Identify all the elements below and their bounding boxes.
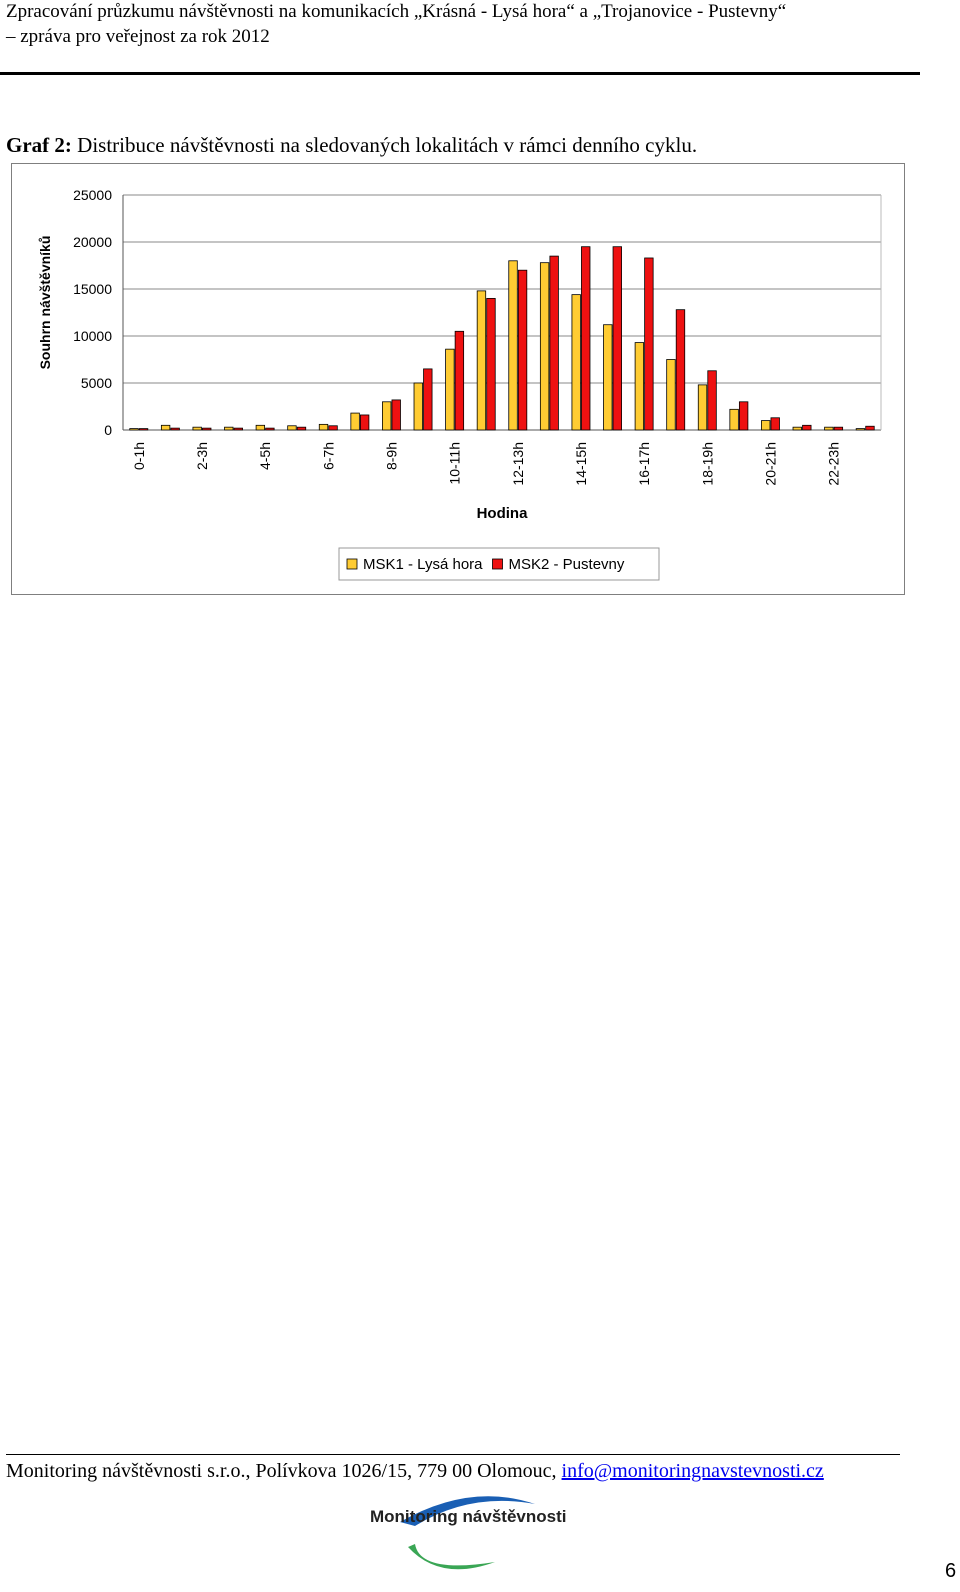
bar-msk1 [445, 348, 455, 431]
y-tick-label: 20000 [73, 234, 112, 250]
bar-msk1 [824, 426, 834, 431]
x-tick-label: 22-23h [826, 442, 842, 486]
x-tick-label: 8-9h [383, 442, 399, 470]
bar-msk1 [476, 290, 487, 431]
bar-msk2 [454, 330, 465, 431]
bar-msk2 [486, 297, 496, 431]
bar-msk2 [802, 424, 812, 431]
bar-msk1 [761, 420, 771, 431]
footer-address-text: Monitoring návštěvnosti s.r.o., Polívkov… [6, 1460, 562, 1482]
x-tick-label: 6-7h [320, 442, 336, 470]
x-tick-label: 0-1h [131, 442, 147, 470]
x-axis-title: Hodina [477, 505, 528, 522]
x-tick-label: 4-5h [257, 442, 273, 470]
bar-msk2 [707, 370, 717, 431]
bar-msk1 [160, 424, 171, 431]
caption-text: Distribuce návštěvnosti na sledovaných l… [71, 133, 698, 157]
logo-blue-swoosh [400, 1496, 535, 1526]
bar-msk2 [138, 428, 149, 431]
bar-msk2 [738, 401, 749, 431]
bar-msk1 [413, 382, 423, 431]
document-header: Zpracování průzkumu návštěvnosti na komu… [6, 0, 916, 50]
x-tick-label: 2-3h [194, 442, 210, 470]
bar-msk1 [382, 401, 392, 431]
bar-chart: 0 5000 10000 15000 20000 25000 0-1h 2-3h 4-5h 6-7… [37, 187, 882, 581]
x-tick-label: 10-11h [447, 442, 463, 485]
bar-msk2 [517, 269, 528, 431]
bar-msk1 [318, 423, 329, 431]
legend-label-msk2: MSK2 - Pustevny [509, 556, 625, 573]
chart-caption: Graf 2: Distribuce návštěvnosti na sledo… [6, 133, 697, 158]
y-tick-label: 15000 [73, 281, 112, 297]
header-title: Zpracování průzkumu návštěvnosti na komu… [6, 1, 787, 22]
bar-msk2 [833, 426, 844, 431]
legend-label-msk1: MSK1 - Lysá hora [363, 556, 483, 573]
x-tick-label: 16-17h [636, 442, 652, 486]
bar-msk1 [603, 324, 613, 431]
bar-msk2 [296, 426, 307, 431]
bar-msk2 [644, 257, 654, 431]
bar-msk1 [697, 384, 708, 431]
bar-msk1 [224, 426, 234, 431]
bar-msk1 [792, 426, 802, 431]
x-tick-label: 12-13h [510, 442, 526, 486]
header-subtitle: – zpráva pro veřejnost za rok 2012 [6, 26, 270, 47]
bar-msk2 [675, 309, 686, 431]
bar-msk2 [581, 246, 591, 431]
bar-msk1 [192, 426, 202, 431]
page-number: 6 [945, 1560, 957, 1582]
bar-msk1 [508, 260, 518, 431]
legend-swatch-msk1 [346, 558, 358, 570]
bar-msk1 [666, 359, 676, 431]
y-tick-label: 10000 [73, 328, 112, 344]
bar-msk1 [855, 428, 866, 431]
x-tick-label: 18-19h [699, 442, 715, 486]
footer-rule [6, 1454, 900, 1455]
bar-msk2 [170, 427, 180, 431]
footer-address: Monitoring návštěvnosti s.r.o., Polívkov… [6, 1460, 824, 1483]
bar-msk2 [328, 425, 338, 431]
bar-msk1 [350, 412, 360, 431]
bar-msk2 [549, 255, 559, 431]
bar-msk1 [571, 294, 581, 431]
y-tick-label: 0 [104, 422, 112, 438]
bar-msk2 [233, 427, 243, 431]
legend-swatch-msk2 [492, 558, 503, 570]
bar-msk2 [612, 246, 622, 431]
bar-msk2 [865, 425, 875, 431]
logo-text: Monitoring návštěvnosti [370, 1507, 566, 1526]
bar-msk2 [423, 368, 433, 431]
bar-msk1 [287, 425, 297, 431]
header-rule [0, 72, 920, 75]
x-tick-label: 20-21h [762, 442, 778, 486]
bar-msk2 [359, 414, 370, 431]
x-tick-label: 14-15h [573, 442, 589, 486]
y-tick-label: 25000 [73, 187, 112, 203]
bar-msk1 [129, 428, 139, 431]
bar-msk2 [265, 427, 275, 431]
bar-msk1 [634, 342, 645, 431]
bar-msk2 [770, 417, 780, 431]
logo-green-swoosh [408, 1544, 495, 1570]
y-axis-title: Souhrn návštěvníků [37, 236, 53, 370]
caption-label: Graf 2: [6, 133, 72, 157]
bar-msk2 [391, 399, 401, 431]
bar-msk2 [202, 427, 212, 431]
bar-msk1 [539, 262, 550, 431]
y-tick-label: 5000 [81, 375, 112, 391]
company-logo: Monitoring návštěvnosti [370, 1496, 566, 1570]
chart-frame: 0 5000 10000 15000 20000 25000 0-1h 2-3h 4-5h 6-7… [11, 163, 905, 595]
bar-msk1 [255, 424, 266, 431]
bar-msk1 [729, 408, 739, 431]
footer-email-link[interactable]: info@monitoringnavstevnosti.cz [561, 1460, 824, 1482]
